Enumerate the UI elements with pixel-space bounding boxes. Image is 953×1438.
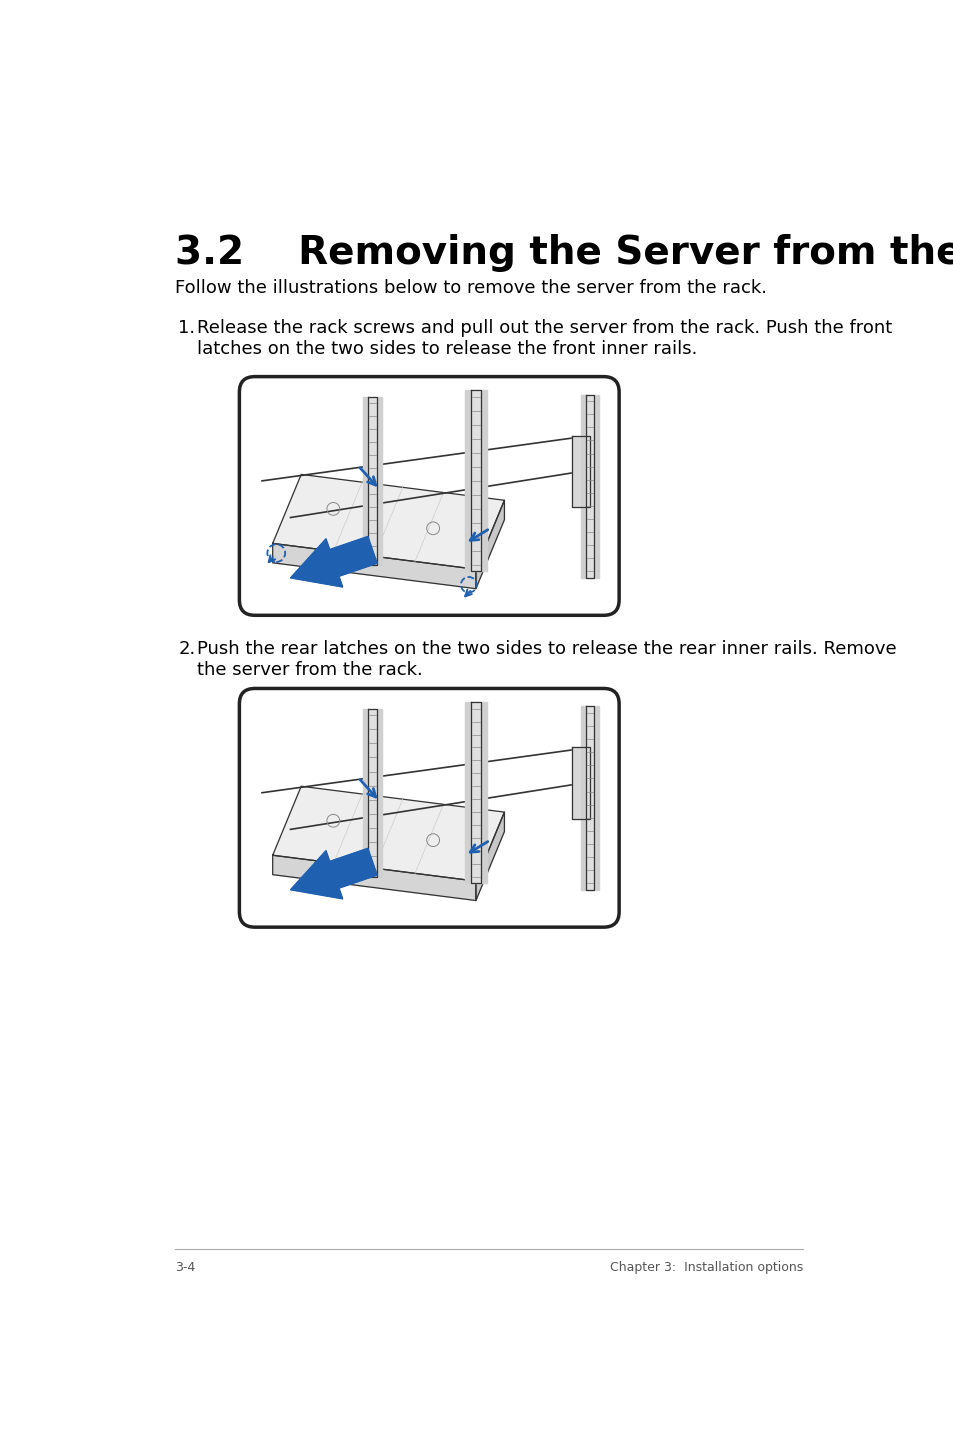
FancyBboxPatch shape: [239, 689, 618, 928]
Polygon shape: [476, 812, 504, 900]
Polygon shape: [572, 436, 589, 506]
Polygon shape: [362, 397, 368, 565]
Polygon shape: [580, 706, 585, 890]
Text: 1.: 1.: [178, 319, 195, 336]
Polygon shape: [376, 397, 382, 565]
Polygon shape: [273, 856, 476, 900]
Polygon shape: [368, 397, 376, 565]
Text: Release the rack screws and pull out the server from the rack. Push the front
la: Release the rack screws and pull out the…: [196, 319, 891, 358]
Polygon shape: [471, 390, 480, 571]
Polygon shape: [464, 390, 471, 571]
Text: Follow the illustrations below to remove the server from the rack.: Follow the illustrations below to remove…: [174, 279, 766, 296]
Polygon shape: [476, 500, 504, 588]
Polygon shape: [273, 787, 504, 881]
Polygon shape: [273, 544, 476, 588]
Polygon shape: [273, 475, 504, 569]
Polygon shape: [471, 702, 480, 883]
Polygon shape: [585, 706, 594, 890]
Polygon shape: [291, 848, 376, 899]
Polygon shape: [594, 394, 598, 578]
Polygon shape: [480, 390, 486, 571]
Polygon shape: [580, 394, 585, 578]
Polygon shape: [585, 394, 594, 578]
Polygon shape: [572, 748, 589, 818]
Polygon shape: [376, 709, 382, 877]
Text: 3-4: 3-4: [174, 1261, 195, 1274]
Polygon shape: [480, 702, 486, 883]
Polygon shape: [291, 536, 376, 587]
Polygon shape: [594, 706, 598, 890]
Polygon shape: [362, 709, 368, 877]
Text: Chapter 3:  Installation options: Chapter 3: Installation options: [609, 1261, 802, 1274]
FancyBboxPatch shape: [239, 377, 618, 615]
Polygon shape: [368, 709, 376, 877]
Text: 2.: 2.: [178, 640, 195, 659]
Text: Push the rear latches on the two sides to release the rear inner rails. Remove
t: Push the rear latches on the two sides t…: [196, 640, 896, 679]
Text: 3.2    Removing the Server from the rack: 3.2 Removing the Server from the rack: [174, 234, 953, 272]
Polygon shape: [464, 702, 471, 883]
